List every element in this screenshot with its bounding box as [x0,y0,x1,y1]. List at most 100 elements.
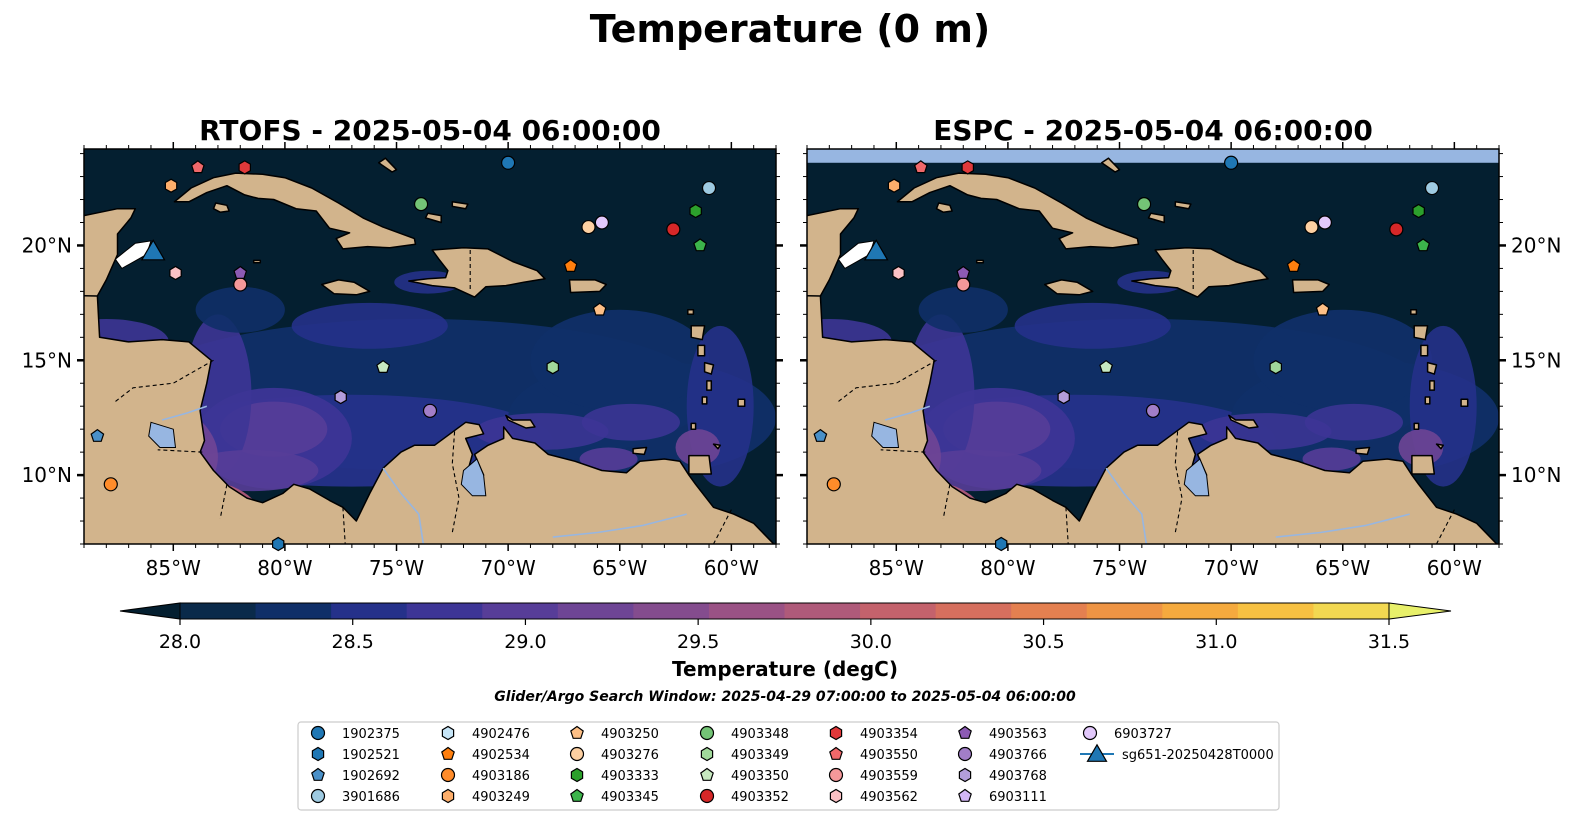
colorbar-bin [784,603,861,619]
platform-marker-4903348 [1136,197,1152,212]
colorbar-tick-label: 31.0 [1195,631,1237,653]
legend-item: 4903276 [569,746,659,763]
land-st-vincent [701,396,708,405]
platform-marker-4903186 [103,477,118,492]
platform-marker-4903349 [546,360,560,375]
x-tick-label: 60°W [1427,556,1482,580]
legend-item: 4903563 [958,725,1047,742]
legend-label: 4903350 [731,769,789,784]
legend-label: 1902375 [342,727,400,742]
temperature-patch [579,447,638,471]
legend-label: 4903562 [860,790,918,805]
x-tick-label: 65°W [1315,556,1370,580]
legend-item: 4903250 [570,725,659,742]
land-tobago [712,443,721,450]
land-trinidad [1411,454,1436,475]
legend-item: 4903348 [699,725,789,742]
colorbar-tick-label: 30.0 [850,631,892,653]
legend-marker [441,746,455,760]
platform-marker-1902375 [1224,155,1239,170]
platform-marker-4903352 [1389,222,1404,237]
land-antigua [1410,309,1418,316]
platform-marker-4903249 [164,178,178,193]
legend-marker [1082,725,1098,741]
platform-marker-sg651-20250428T0000 [140,239,166,261]
land-grand-cayman [975,259,985,264]
legend-label: 4903550 [860,748,918,763]
legend-item: 4903249 [441,788,530,805]
x-tick-label: 70°W [1204,556,1259,580]
platform-marker-4903350 [376,359,391,373]
platform-marker-6903727 [594,215,609,230]
colorbar-bin [1162,603,1239,619]
river [1275,513,1410,538]
ticks-espc: 85°W 80°W 75°W 70°W 65°W 60°W 10°N 15°N 20°N [800,142,1561,580]
land-st-lucia [706,380,713,391]
x-tick-label: 75°W [1092,556,1147,580]
land-dominica [697,344,706,357]
platform-marker-4903276 [1304,219,1319,235]
legend-marker [829,725,843,741]
platform-marker-4903249 [887,178,901,193]
land-margarita [632,446,648,456]
legend-item: 4903766 [957,746,1047,763]
legend-marker [699,725,715,741]
land-cuba [173,172,417,250]
legend-label: 4903186 [472,769,530,784]
colorbar-bin [708,603,785,619]
platform-marker-3901686 [701,180,717,196]
legend-label: 4903333 [601,769,659,784]
legend-label: 4903563 [989,727,1047,742]
y-tick-label: 20°N [1511,233,1561,257]
land-bahamas-b [424,212,442,224]
y-tick-label: 20°N [22,233,72,257]
river [382,467,425,544]
map-frame-rtofs [83,148,777,545]
panel-title-rtofs: RTOFS - 2025-05-04 06:00:00 [199,114,661,147]
land-rtofs [84,157,775,544]
colorbar: 28.0 28.5 29.0 29.5 30.0 30.5 31.0 31.5 [119,602,1452,653]
legend-marker [700,767,714,781]
legend-box [297,721,1280,811]
x-tick-label: 70°W [481,556,536,580]
legend-marker [958,767,972,783]
figure-title: Temperature (0 m) [590,7,991,51]
legend-item: 4903186 [440,767,530,784]
legend-label: 4903349 [731,748,789,763]
land-grand-cayman [252,259,262,264]
land-isla-de-la-juventud [212,202,230,213]
land-trinidad [688,454,713,475]
legend-item: 4903349 [700,746,789,763]
land-bahamas-a [1100,157,1121,173]
legend-label: 4902476 [472,727,530,742]
legend-marker [570,788,584,802]
platform-marker-4903562 [892,265,905,281]
land-guadeloupe [1413,325,1429,341]
land-barbados [737,398,746,407]
platform-marker-4903352 [666,222,681,237]
land-bahamas-a [377,157,398,173]
legend-item: 4903333 [570,767,659,784]
land-dominica [1420,344,1429,357]
land-grenada [690,422,697,430]
platform-marker-1902692 [813,428,828,442]
country-border [1174,431,1183,533]
land-st-lucia [1429,380,1436,391]
y-tick-label: 15°N [1511,348,1561,372]
land-jamaica [1043,279,1094,296]
land-hispaniola [408,247,546,298]
colorbar-tick-label: 29.0 [504,631,546,653]
country-border [1065,507,1069,544]
x-tick-label: 75°W [369,556,424,580]
platform-marker-6903727 [1317,215,1332,230]
temperature-patch [195,286,285,333]
map-panel-rtofs: RTOFS - 2025-05-04 06:00:00 85°W 80°W 75°W… [22,114,783,580]
legend-marker [570,767,584,783]
country-border [114,359,214,403]
legend-item: 4902476 [441,725,530,742]
legend-item: sg651-20250428T0000 [1080,743,1274,763]
platform-marker-4903559 [233,277,248,292]
legend-label: 4902534 [472,748,530,763]
platform-marker-1902692 [90,428,105,442]
land-turks [1174,201,1192,210]
